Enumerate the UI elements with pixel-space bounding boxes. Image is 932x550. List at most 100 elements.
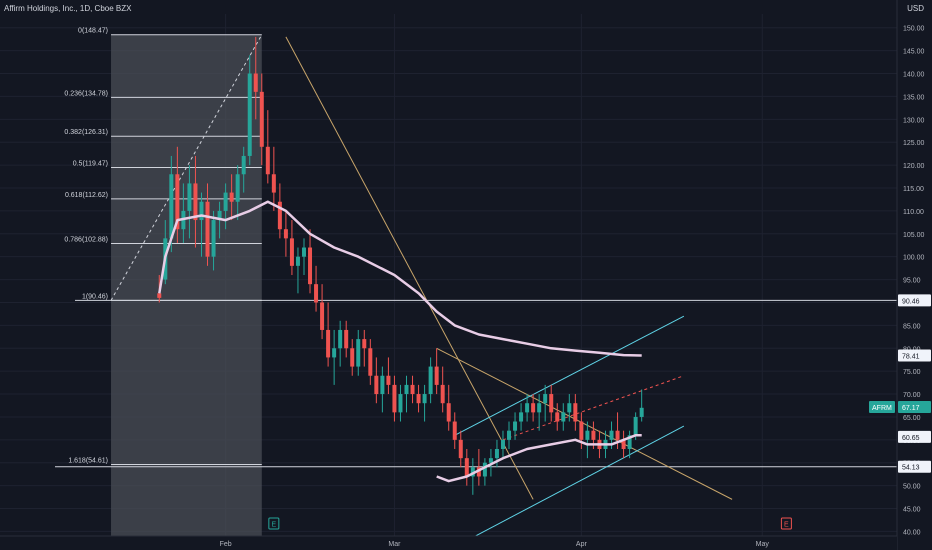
price-tag-ma-value[interactable] xyxy=(898,349,931,362)
candle-body[interactable] xyxy=(350,348,355,367)
candle-body[interactable] xyxy=(314,284,319,303)
candle-body[interactable] xyxy=(253,73,258,92)
trendline-channel-lower[interactable] xyxy=(466,425,685,542)
candle-body[interactable] xyxy=(482,462,487,477)
candle-body[interactable] xyxy=(537,403,542,413)
candle-body[interactable] xyxy=(283,229,288,239)
candle-body[interactable] xyxy=(573,403,578,422)
candle-body[interactable] xyxy=(380,375,385,395)
earnings-marker-icon[interactable] xyxy=(780,517,792,530)
trendline-channel-upper[interactable] xyxy=(454,315,685,436)
candle-body[interactable] xyxy=(277,201,282,230)
candle-body[interactable] xyxy=(235,174,240,202)
candle-body[interactable] xyxy=(211,220,216,257)
candle-body[interactable] xyxy=(555,412,560,422)
candle-body[interactable] xyxy=(458,439,463,459)
candle-body[interactable] xyxy=(615,430,620,440)
candle-body[interactable] xyxy=(470,467,475,477)
price-tag-level-54[interactable] xyxy=(898,460,931,473)
price-tag-last-price[interactable] xyxy=(898,401,931,414)
candle-body[interactable] xyxy=(175,174,180,230)
candle-body[interactable] xyxy=(500,439,505,449)
time-axis-label: Mar xyxy=(388,541,401,548)
candle-body[interactable] xyxy=(633,416,638,436)
candle-body[interactable] xyxy=(531,403,536,413)
candle-body[interactable] xyxy=(169,174,174,239)
candle-body[interactable] xyxy=(561,412,566,422)
candle-body[interactable] xyxy=(199,201,204,221)
price-axis-tick: 40.00 xyxy=(903,529,921,536)
candle-body[interactable] xyxy=(241,155,246,175)
candle-body[interactable] xyxy=(476,467,481,477)
candle-body[interactable] xyxy=(295,256,300,266)
candle-body[interactable] xyxy=(301,247,306,257)
candle-body[interactable] xyxy=(289,238,294,266)
candle-body[interactable] xyxy=(187,183,192,211)
candle-body[interactable] xyxy=(585,430,590,440)
candle-body[interactable] xyxy=(247,73,252,156)
candle-body[interactable] xyxy=(488,458,493,463)
candle-body[interactable] xyxy=(157,293,162,298)
price-axis-tick: 45.00 xyxy=(903,507,921,514)
earnings-marker-icon[interactable] xyxy=(268,517,280,530)
candle-body[interactable] xyxy=(513,421,518,431)
candle-body[interactable] xyxy=(567,403,572,413)
candle-body[interactable] xyxy=(265,146,270,175)
candle-body[interactable] xyxy=(440,384,445,404)
candle-body[interactable] xyxy=(392,384,397,413)
candle-body[interactable] xyxy=(386,375,391,385)
trendline-channel-mid-dashed[interactable] xyxy=(502,375,685,441)
candle-body[interactable] xyxy=(338,329,343,349)
candle-body[interactable] xyxy=(205,201,210,257)
candle-body[interactable] xyxy=(229,192,234,202)
moving-average-line[interactable] xyxy=(158,200,642,357)
candle-body[interactable] xyxy=(494,449,499,459)
candle-body[interactable] xyxy=(627,435,632,449)
candle-body[interactable] xyxy=(398,394,403,413)
candle-body[interactable] xyxy=(362,339,367,349)
candle-body[interactable] xyxy=(368,348,373,376)
candle-body[interactable] xyxy=(416,394,421,404)
candle-body[interactable] xyxy=(543,394,548,404)
candle-body[interactable] xyxy=(579,421,584,440)
price-tag-level-90[interactable] xyxy=(898,294,931,307)
price-tag-channel-low[interactable] xyxy=(898,430,931,443)
candle-body[interactable] xyxy=(549,394,554,413)
candle-body[interactable] xyxy=(410,384,415,395)
candle-body[interactable] xyxy=(525,403,530,413)
candle-body[interactable] xyxy=(223,192,228,211)
candle-body[interactable] xyxy=(320,302,325,330)
candle-body[interactable] xyxy=(609,430,614,440)
symbol-tag-label: AFRM xyxy=(872,405,892,412)
candle-body[interactable] xyxy=(639,407,644,417)
trendline-wedge-resistance[interactable] xyxy=(436,347,733,500)
time-axis-label: May xyxy=(756,541,770,548)
candle-body[interactable] xyxy=(259,91,264,147)
candle-body[interactable] xyxy=(356,339,361,367)
candle-body[interactable] xyxy=(434,366,439,385)
candle-body[interactable] xyxy=(621,439,626,449)
candle-body[interactable] xyxy=(193,183,198,221)
candle-body[interactable] xyxy=(332,348,337,358)
candle-body[interactable] xyxy=(271,174,276,193)
candle-body[interactable] xyxy=(446,403,451,422)
candle-body[interactable] xyxy=(308,247,313,285)
candle-body[interactable] xyxy=(507,430,512,440)
candle-body[interactable] xyxy=(428,366,433,395)
price-axis-tick: 135.00 xyxy=(903,94,925,101)
candle-body[interactable] xyxy=(344,329,349,349)
candle-body[interactable] xyxy=(591,430,596,440)
candle-body[interactable] xyxy=(217,210,222,221)
candle-body[interactable] xyxy=(452,421,457,440)
candle-body[interactable] xyxy=(422,394,427,404)
symbol-tag[interactable] xyxy=(869,401,895,414)
candle-body[interactable] xyxy=(404,384,409,395)
candle-body[interactable] xyxy=(374,375,379,395)
candle-body[interactable] xyxy=(519,412,524,422)
candle-body[interactable] xyxy=(464,458,469,477)
candle-body[interactable] xyxy=(326,329,331,358)
trendline-falling-wedge-upper[interactable] xyxy=(285,36,534,500)
short-moving-average-line[interactable] xyxy=(436,434,642,483)
